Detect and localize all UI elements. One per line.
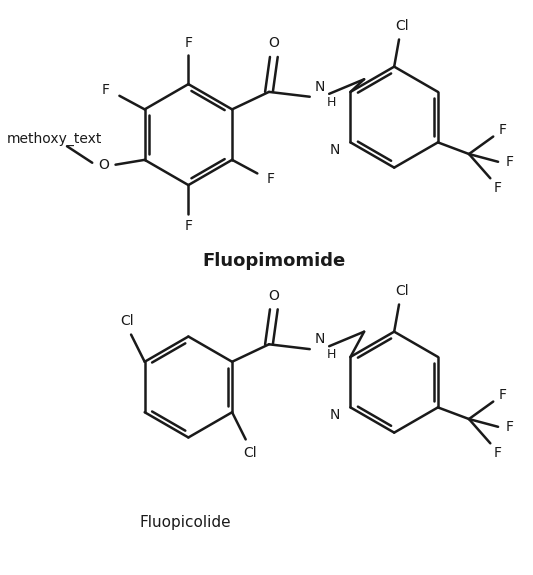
Text: Fluopicolide: Fluopicolide	[140, 515, 231, 530]
Text: F: F	[494, 181, 502, 195]
Text: H: H	[326, 348, 336, 362]
Text: N: N	[314, 80, 325, 94]
Text: Cl: Cl	[395, 19, 409, 33]
Text: O: O	[99, 158, 109, 172]
Text: F: F	[506, 420, 514, 434]
Text: F: F	[499, 122, 507, 137]
Text: F: F	[102, 83, 110, 97]
Text: N: N	[314, 332, 325, 346]
Text: F: F	[267, 172, 275, 186]
Text: Cl: Cl	[243, 446, 256, 460]
Text: F: F	[184, 219, 192, 233]
Text: O: O	[269, 36, 279, 51]
Text: methoxy_text: methoxy_text	[7, 132, 102, 145]
Text: F: F	[184, 36, 192, 51]
Text: O: O	[269, 289, 279, 303]
Text: N: N	[330, 408, 340, 422]
Text: F: F	[499, 388, 507, 402]
Text: Cl: Cl	[120, 314, 134, 328]
Text: Cl: Cl	[395, 284, 409, 298]
Text: Fluopimomide: Fluopimomide	[202, 252, 345, 270]
Text: F: F	[494, 446, 502, 460]
Text: N: N	[330, 143, 340, 157]
Text: F: F	[506, 155, 514, 169]
Text: H: H	[326, 96, 336, 109]
